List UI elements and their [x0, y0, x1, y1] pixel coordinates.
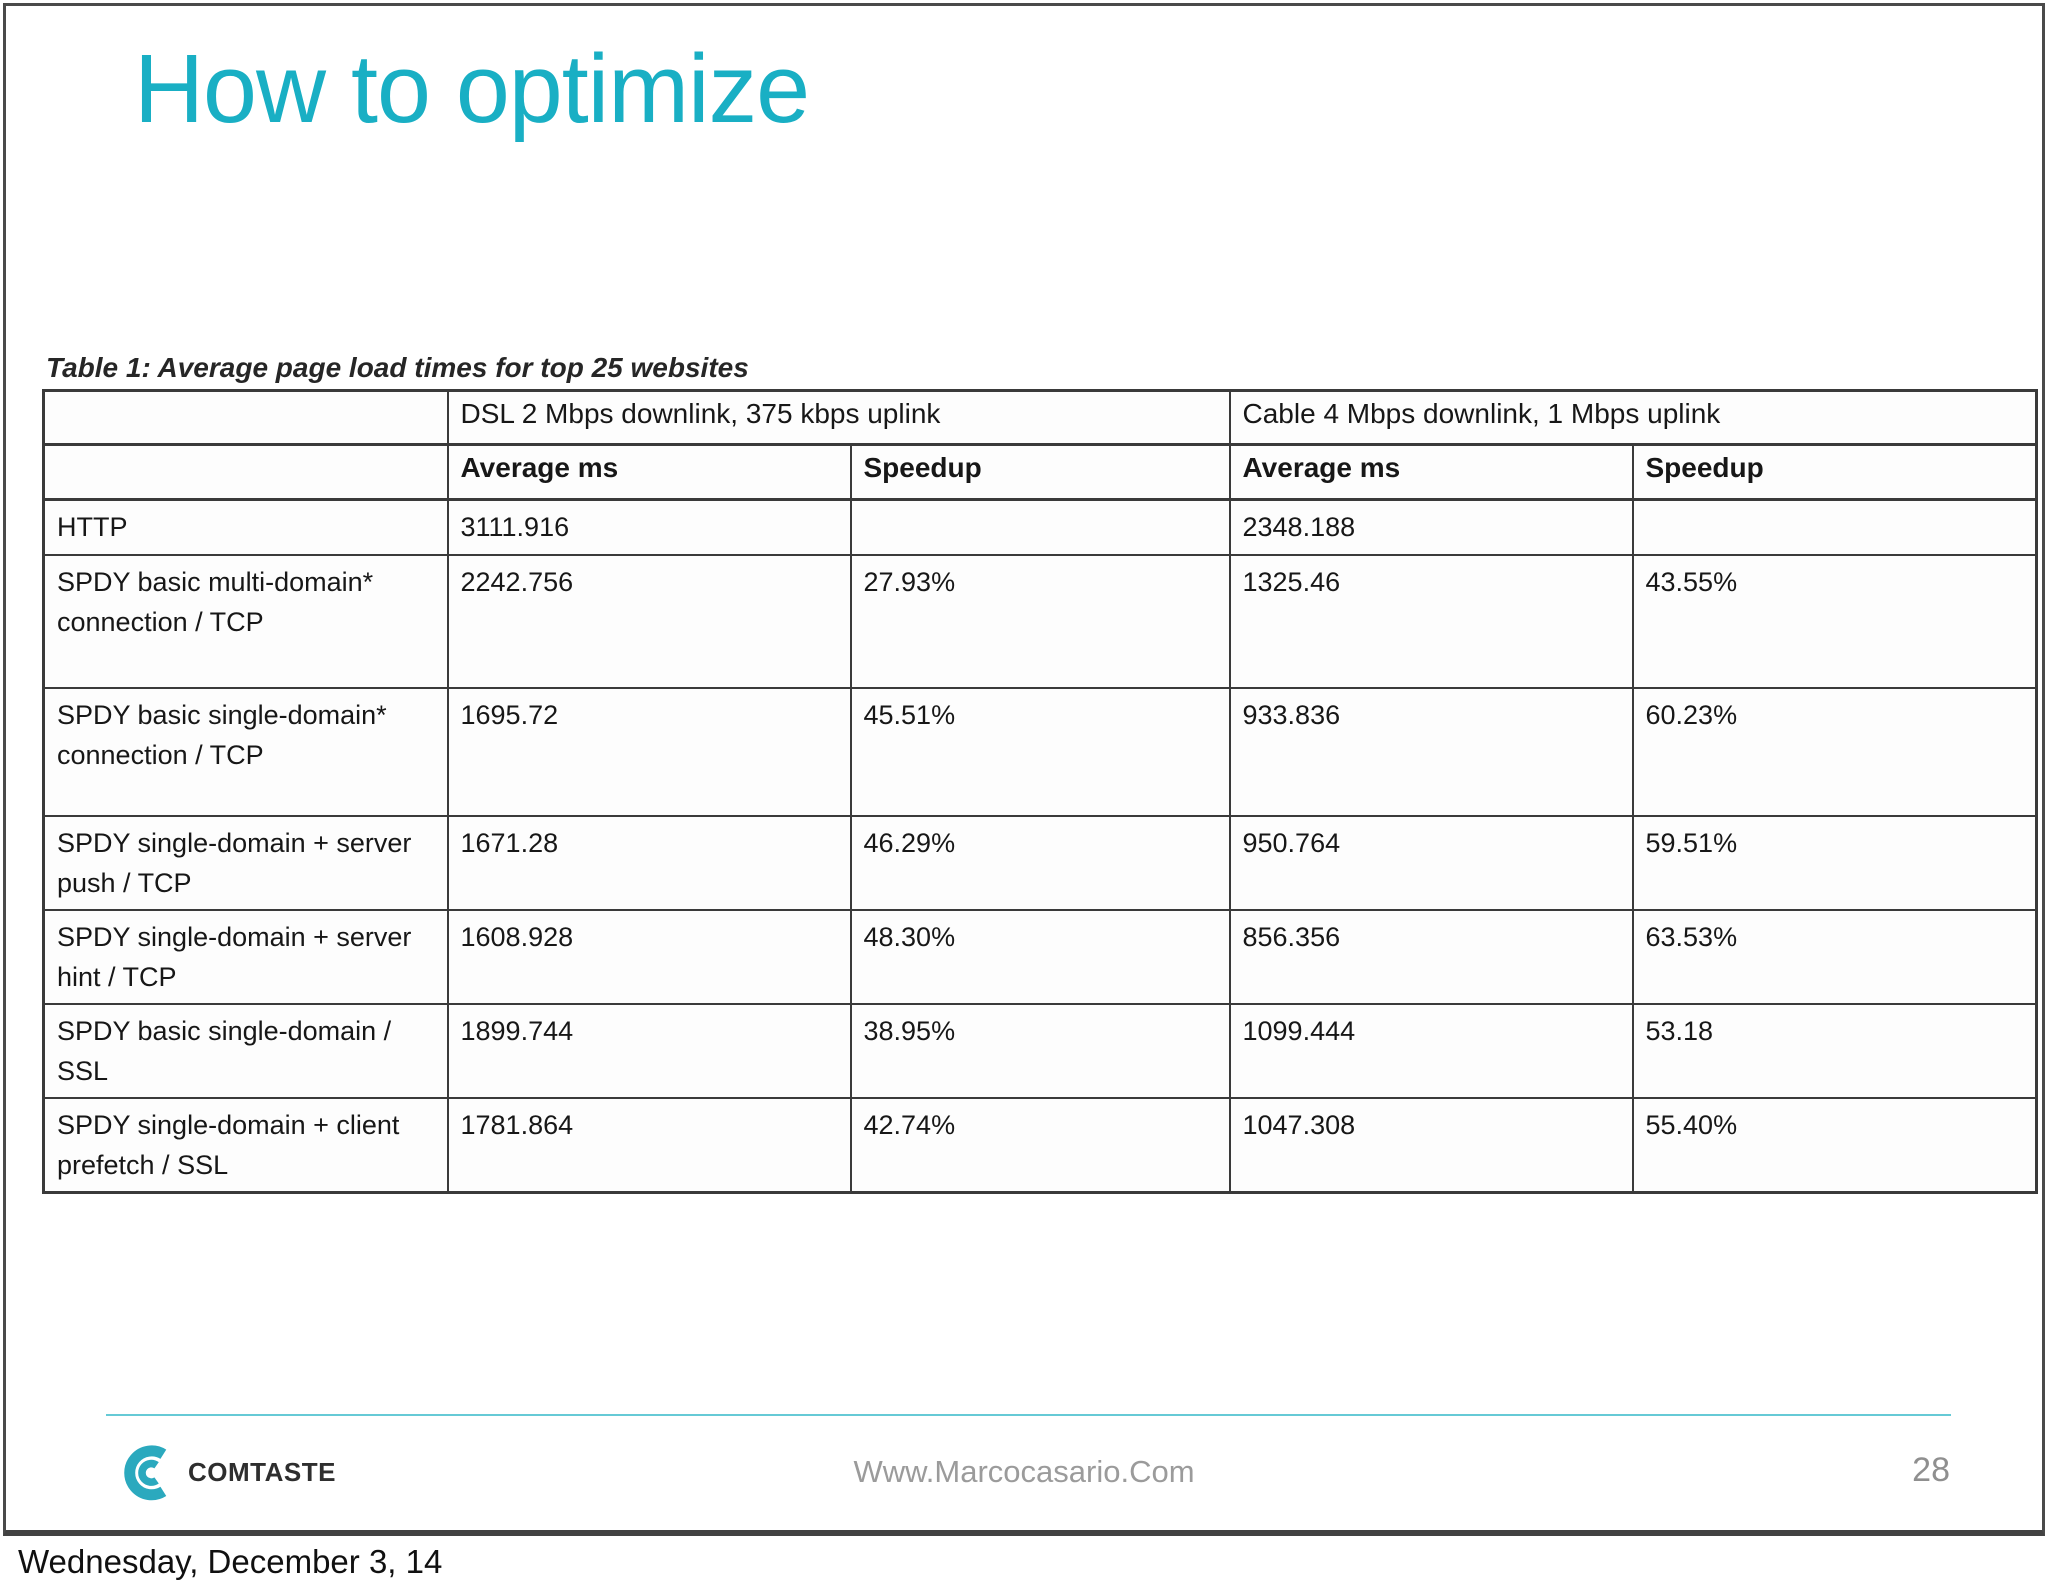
- row-label: SPDY basic multi-domain* connection / TC…: [42, 553, 449, 689]
- row-label: SPDY single-domain + client prefetch / S…: [42, 1096, 449, 1193]
- row-label: SPDY single-domain + server push / TCP: [42, 814, 449, 911]
- table-row: SPDY basic multi-domain* connection / TC…: [42, 553, 2038, 689]
- cell-cable-speedup: 55.40%: [1631, 1096, 2038, 1193]
- table-group-header-row: DSL 2 Mbps downlink, 375 kbps uplink Cab…: [42, 389, 2038, 446]
- cell-dsl-average-ms: 1695.72: [446, 686, 852, 817]
- cell-dsl-average-ms: 2242.756: [446, 553, 852, 689]
- table-row: SPDY basic single-domain / SSL 1899.744 …: [42, 1002, 2038, 1099]
- date-text: Wednesday, December 3, 14: [18, 1543, 443, 1580]
- cell-cable-speedup: 59.51%: [1631, 814, 2038, 911]
- cell-dsl-speedup: 42.74%: [849, 1096, 1231, 1193]
- sub-header-dsl-speedup: Speedup: [849, 443, 1231, 501]
- table-row: HTTP 3111.916 2348.188: [42, 498, 2038, 556]
- row-label: SPDY basic single-domain* connection / T…: [42, 686, 449, 817]
- group-header-empty-cell: [42, 389, 449, 446]
- cell-dsl-speedup: 46.29%: [849, 814, 1231, 911]
- cell-dsl-speedup: 38.95%: [849, 1002, 1231, 1099]
- cell-cable-speedup: 53.18: [1631, 1002, 2038, 1099]
- table-sub-header-row: Average ms Speedup Average ms Speedup: [42, 443, 2038, 501]
- table-row: SPDY single-domain + server hint / TCP 1…: [42, 908, 2038, 1005]
- cell-dsl-average-ms: 3111.916: [446, 498, 852, 556]
- comtaste-logo-icon: [124, 1445, 167, 1501]
- row-label: SPDY single-domain + server hint / TCP: [42, 908, 449, 1005]
- group-header-cable: Cable 4 Mbps downlink, 1 Mbps uplink: [1228, 389, 2038, 446]
- cell-dsl-speedup: 45.51%: [849, 686, 1231, 817]
- cell-cable-speedup: [1631, 498, 2038, 556]
- cell-dsl-average-ms: 1608.928: [446, 908, 852, 1005]
- footer-divider: [106, 1414, 1951, 1416]
- cell-dsl-average-ms: 1671.28: [446, 814, 852, 911]
- cell-dsl-speedup: 48.30%: [849, 908, 1231, 1005]
- cell-cable-average-ms: 856.356: [1228, 908, 1634, 1005]
- sub-header-cable-speedup: Speedup: [1631, 443, 2038, 501]
- cell-cable-average-ms: 2348.188: [1228, 498, 1634, 556]
- cell-cable-average-ms: 1325.46: [1228, 553, 1634, 689]
- cell-dsl-average-ms: 1899.744: [446, 1002, 852, 1099]
- cell-cable-speedup: 63.53%: [1631, 908, 2038, 1005]
- group-header-dsl: DSL 2 Mbps downlink, 375 kbps uplink: [446, 389, 1231, 446]
- sub-header-dsl-average-ms: Average ms: [446, 443, 852, 501]
- footer-website: Www.Marcocasario.Com: [853, 1454, 1195, 1489]
- page-number: 28: [1912, 1451, 1950, 1489]
- cell-cable-average-ms: 1099.444: [1228, 1002, 1634, 1099]
- table-caption: Table 1: Average page load times for top…: [46, 352, 749, 383]
- cell-cable-average-ms: 933.836: [1228, 686, 1634, 817]
- cell-dsl-speedup: 27.93%: [849, 553, 1231, 689]
- comtaste-logo: COMTASTE: [122, 1442, 336, 1502]
- cell-dsl-average-ms: 1781.864: [446, 1096, 852, 1193]
- cell-cable-average-ms: 950.764: [1228, 814, 1634, 911]
- table-row: SPDY single-domain + server push / TCP 1…: [42, 814, 2038, 911]
- table-row: SPDY single-domain + client prefetch / S…: [42, 1096, 2038, 1193]
- cell-cable-speedup: 60.23%: [1631, 686, 2038, 817]
- slide-title: How to optimize: [134, 34, 810, 143]
- row-label: HTTP: [42, 498, 449, 556]
- sub-header-cable-average-ms: Average ms: [1228, 443, 1634, 501]
- row-label: SPDY basic single-domain / SSL: [42, 1002, 449, 1099]
- slide: How to optimize Table 1: Average page lo…: [3, 3, 2045, 1536]
- load-times-table: DSL 2 Mbps downlink, 375 kbps uplink Cab…: [42, 389, 2038, 1194]
- cell-dsl-speedup: [849, 498, 1231, 556]
- table-row: SPDY basic single-domain* connection / T…: [42, 686, 2038, 817]
- sub-header-empty-cell: [42, 443, 449, 501]
- cell-cable-average-ms: 1047.308: [1228, 1096, 1634, 1193]
- cell-cable-speedup: 43.55%: [1631, 553, 2038, 689]
- date-bar: Wednesday, December 3, 14: [18, 1543, 442, 1581]
- comtaste-logo-label: COMTASTE: [188, 1456, 336, 1487]
